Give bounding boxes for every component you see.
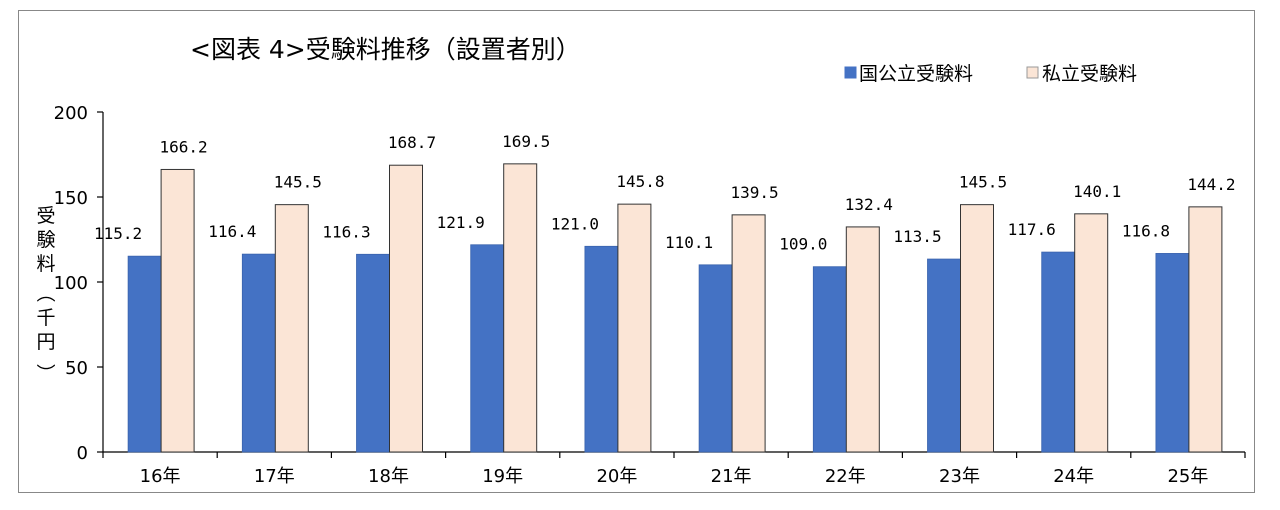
x-ticks: 16年 17年 18年 19年 20年 21年 22年 23年 24年 25年 [102,452,1246,487]
x-tick-label: 18年 [368,466,409,487]
y-ticks: 0 50 100 150 200 [54,103,103,464]
y-axis-label-char-2: 験 [36,229,55,251]
x-tick-label: 19年 [482,466,523,487]
data-label-national: 115.2 [94,224,142,243]
x-tick-label: 21年 [711,466,752,487]
data-label-private: 132.4 [845,195,893,214]
bar-private [731,214,766,453]
legend-label-private: 私立受験料 [1042,63,1137,85]
data-label-national: 116.3 [322,222,370,241]
data-label-national: 113.5 [893,227,941,246]
chart-title: <図表 4>受験料推移（設置者別） [190,35,581,64]
bar-private [1188,206,1223,453]
legend-label-national: 国公立受験料 [859,63,973,85]
bar-national [584,245,619,453]
x-tick-label: 23年 [939,466,980,487]
legend-swatch-private [1026,66,1039,79]
bar-private [617,203,652,453]
data-label-private: 139.5 [731,183,779,202]
data-label-national: 116.4 [208,222,256,241]
y-axis-label-char-4: （ [34,283,56,302]
data-label-private: 144.2 [1187,175,1235,194]
x-tick-label: 17年 [254,466,295,487]
data-label-private: 169.5 [502,132,550,151]
legend: 国公立受験料 私立受験料 [844,63,1137,85]
bar-national [698,264,733,453]
bar-national [241,253,276,453]
bar-national [470,244,505,453]
y-tick-label: 200 [54,103,88,124]
y-tick-label: 0 [77,443,88,464]
data-label-private: 145.5 [959,173,1007,192]
data-label-national: 117.6 [1008,220,1056,239]
bar-private [960,204,994,453]
bar-private [503,163,538,453]
x-tick-label: 22年 [825,466,866,487]
x-tick-label: 20年 [596,466,637,487]
bar-national [1155,253,1190,453]
bar-national [1041,251,1076,453]
data-label-private: 168.7 [388,133,436,152]
bar-private [274,204,309,453]
data-label-national: 116.8 [1122,221,1170,240]
bar-national [127,255,162,453]
y-axis-label-char-6: 円 [36,331,55,353]
data-label-private: 145.5 [274,173,322,192]
legend-swatch-national [844,66,857,79]
data-label-private: 145.8 [616,172,664,191]
data-label-national: 110.1 [665,233,713,252]
bar-private [845,226,880,453]
y-axis-label-char-7: ） [34,363,56,382]
y-axis-label-char-3: 料 [36,253,55,275]
bar-national [356,253,390,453]
bars [127,163,1223,453]
x-tick-label: 16年 [140,466,181,487]
data-labels: 115.2 166.2 116.4 145.5 116.3 168.7 121.9 169.5… [94,132,1235,254]
bar-national [927,258,961,453]
y-tick-label: 100 [54,273,88,294]
x-tick-label: 25年 [1167,466,1208,487]
y-axis-label: 受 験 料 （ 千 円 ） [34,205,56,383]
data-label-private: 140.1 [1073,182,1121,201]
data-label-private: 166.2 [160,137,208,156]
y-axis-label-char-5: 千 [36,307,55,329]
y-tick-label: 50 [65,358,88,379]
x-tick-label: 24年 [1053,466,1094,487]
chart-frame [18,10,1255,493]
bar-private [389,164,423,453]
data-label-national: 121.9 [437,213,485,232]
bar-private [160,168,195,453]
bar-private [1074,213,1109,453]
data-label-national: 109.0 [779,235,827,254]
y-tick-label: 150 [54,188,88,209]
bar-national [812,266,847,453]
y-axis-label-char-1: 受 [36,205,55,227]
data-label-national: 121.0 [551,214,599,233]
